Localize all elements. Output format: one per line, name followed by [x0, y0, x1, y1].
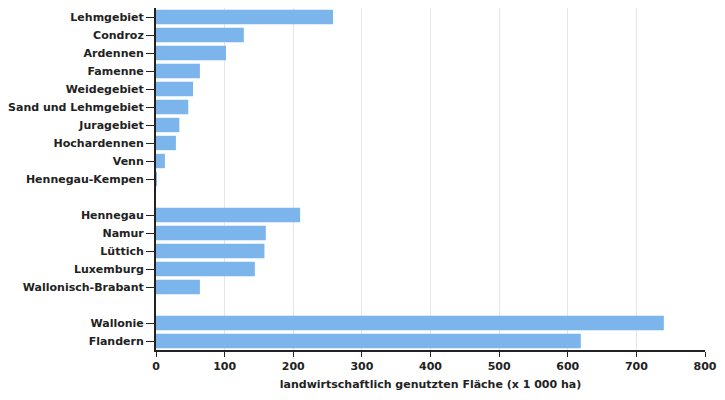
svg-text:800: 800 [694, 360, 717, 373]
svg-text:Wallonisch-Brabant: Wallonisch-Brabant [23, 281, 144, 294]
svg-text:Hennegau: Hennegau [81, 209, 144, 222]
svg-text:Luxemburg: Luxemburg [74, 263, 144, 276]
svg-text:100: 100 [213, 360, 236, 373]
svg-text:Hennegau-Kempen: Hennegau-Kempen [26, 173, 144, 186]
svg-text:landwirtschaftlich genutzten F: landwirtschaftlich genutzten Fläche (x 1… [280, 378, 582, 391]
svg-text:Weidegebiet: Weidegebiet [66, 83, 144, 96]
svg-text:Lüttich: Lüttich [100, 245, 143, 258]
svg-text:Lehmgebiet: Lehmgebiet [70, 11, 143, 24]
svg-text:Namur: Namur [102, 227, 144, 240]
svg-text:300: 300 [350, 360, 373, 373]
svg-text:Hochardennen: Hochardennen [54, 137, 144, 150]
svg-text:Ardennen: Ardennen [84, 47, 144, 60]
svg-text:700: 700 [625, 360, 648, 373]
svg-text:400: 400 [419, 360, 442, 373]
svg-text:Venn: Venn [113, 155, 144, 168]
svg-text:500: 500 [488, 360, 511, 373]
svg-text:Wallonie: Wallonie [90, 317, 143, 330]
svg-text:Flandern: Flandern [89, 335, 144, 348]
svg-text:600: 600 [556, 360, 579, 373]
svg-text:Sand und Lehmgebiet: Sand und Lehmgebiet [8, 101, 144, 114]
svg-text:Famenne: Famenne [87, 65, 143, 78]
svg-text:200: 200 [282, 360, 305, 373]
svg-text:Condroz: Condroz [93, 29, 144, 42]
svg-text:0: 0 [152, 360, 160, 373]
svg-text:Juragebiet: Juragebiet [78, 119, 143, 132]
